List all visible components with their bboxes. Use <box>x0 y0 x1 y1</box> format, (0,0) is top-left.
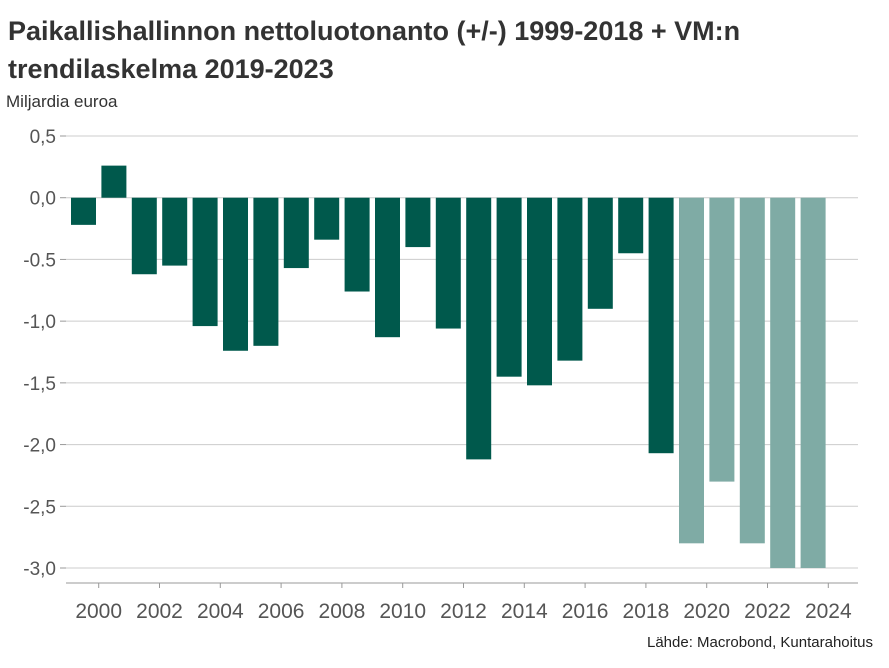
bar-2001 <box>131 197 157 275</box>
y-tick-label: 0,0 <box>30 189 56 210</box>
bar-2014 <box>527 197 552 386</box>
x-tick-label: 2014 <box>501 600 548 623</box>
bar-2000 <box>101 165 127 198</box>
y-tick-label: 0,5 <box>30 127 56 148</box>
bar-2004 <box>223 197 248 351</box>
x-tick-label: 2002 <box>136 600 183 623</box>
chart-title: Paikallishallinnon nettoluotonanto (+/-)… <box>8 16 741 84</box>
x-tick-label: 2024 <box>805 600 852 623</box>
y-axis-ticks: 0,5 0,0 -0.5 -1,0 -1,5 -2,0 -2,5 -3,0 <box>23 127 66 580</box>
y-tick-label: -3,0 <box>23 559 56 580</box>
x-tick-label: 2016 <box>562 600 609 623</box>
x-tick-label: 2000 <box>75 600 122 623</box>
y-tick-label: -1,5 <box>23 374 56 395</box>
bar-2021 <box>739 197 765 544</box>
y-axis-unit-label: Miljardia euroa <box>6 92 118 111</box>
bar-2011 <box>435 197 461 329</box>
bar-2009 <box>375 197 400 338</box>
bar-2003 <box>192 197 218 327</box>
x-tick-label: 2006 <box>258 600 305 623</box>
y-tick-label: -0.5 <box>23 250 56 271</box>
source-note: Lähde: Macrobond, Kuntarahoitus <box>647 634 873 651</box>
bar-2007 <box>314 197 340 240</box>
bar-2002 <box>162 197 188 266</box>
x-tick-label: 2010 <box>379 600 426 623</box>
y-tick-label: -2,5 <box>23 497 56 518</box>
x-tick-label: 2020 <box>683 600 730 623</box>
y-tick-label: -1,0 <box>23 312 56 333</box>
x-tick-label: 2018 <box>623 600 670 623</box>
bar-2020 <box>709 197 735 482</box>
x-tick-label: 2008 <box>319 600 366 623</box>
y-tick-label: -2,0 <box>23 436 56 457</box>
bar-2008 <box>344 197 370 292</box>
bar-2016 <box>587 197 613 309</box>
bar-2005 <box>253 197 279 346</box>
bar-2017 <box>618 197 644 254</box>
x-tick-label: 2004 <box>197 600 244 623</box>
bar-2019 <box>679 197 704 544</box>
bars <box>71 165 826 568</box>
bar-2012 <box>466 197 492 460</box>
bar-2013 <box>496 197 522 377</box>
bar-2018 <box>648 197 674 454</box>
x-axis: 2000 2002 2004 2006 2008 2010 2012 2014 2016 2018… <box>66 582 858 623</box>
bar-2006 <box>283 197 309 269</box>
bar-2022 <box>770 197 796 568</box>
bar-1999 <box>71 197 96 225</box>
bar-2010 <box>405 197 431 248</box>
x-tick-label: 2022 <box>744 600 791 623</box>
bar-2015 <box>557 197 583 361</box>
bar-2023 <box>800 197 826 568</box>
x-tick-label: 2012 <box>440 600 487 623</box>
